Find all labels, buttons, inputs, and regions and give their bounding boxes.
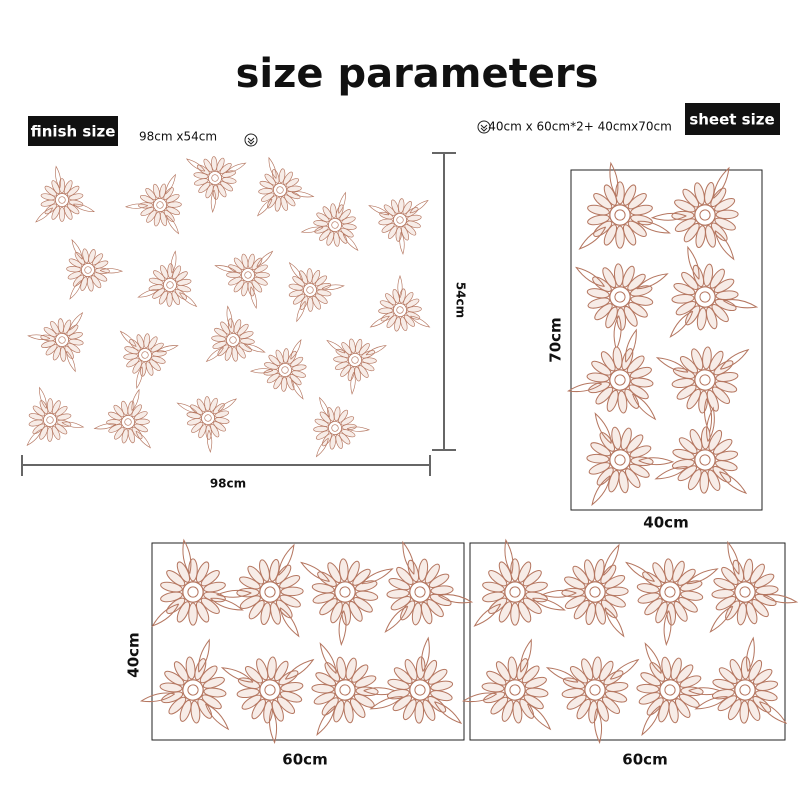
flower [648,146,778,276]
dimension-lines [21,152,456,476]
finish-size: 98cm x54cm [139,130,217,144]
flower [184,141,258,217]
flower [557,325,685,453]
flower [204,230,285,311]
flower [269,244,351,324]
flower [129,247,199,319]
flower [163,371,247,455]
flower [643,402,750,513]
flower [368,271,439,340]
flower [539,648,642,747]
flower [40,230,125,315]
sheet-size: 40cm x 60cm*2+ 40cmx70cm [488,120,672,134]
panel-width: 60cm [282,751,327,769]
flower [363,193,430,257]
flower [34,165,96,225]
flower [130,635,258,763]
flower [245,155,322,234]
flower [314,328,389,401]
sheet-panel [151,542,465,741]
flower [118,323,183,391]
finish-width: 98cm [210,477,246,491]
flower [2,379,86,464]
sheet-panel [469,542,786,741]
flower [572,240,686,357]
flower [367,538,485,659]
title: size parameters [236,51,599,97]
flower [298,385,374,460]
flower [452,635,580,763]
flower [649,338,752,437]
flower [546,398,677,529]
finish-label: finish size [31,123,116,141]
flower [214,648,317,747]
flower [692,538,800,659]
flower [652,243,770,364]
finish-height: 54cm [454,282,468,318]
flowers [2,141,800,763]
chevron-icon [477,120,491,134]
sheet-label: sheet size [689,111,774,129]
flower [576,161,672,253]
flower [149,538,245,630]
panel-width: 40cm [643,514,688,532]
panel-height: 70cm [547,317,565,362]
label-bg [685,103,780,135]
label-bg [28,116,118,146]
panel-height: 40cm [125,632,143,677]
chevron-icon [244,133,258,147]
flower [25,296,110,381]
flower [471,538,567,630]
sheet-panel [570,169,763,511]
flower [245,337,324,415]
flower [93,388,153,451]
panel-width: 60cm [622,751,667,769]
flower [294,189,377,272]
